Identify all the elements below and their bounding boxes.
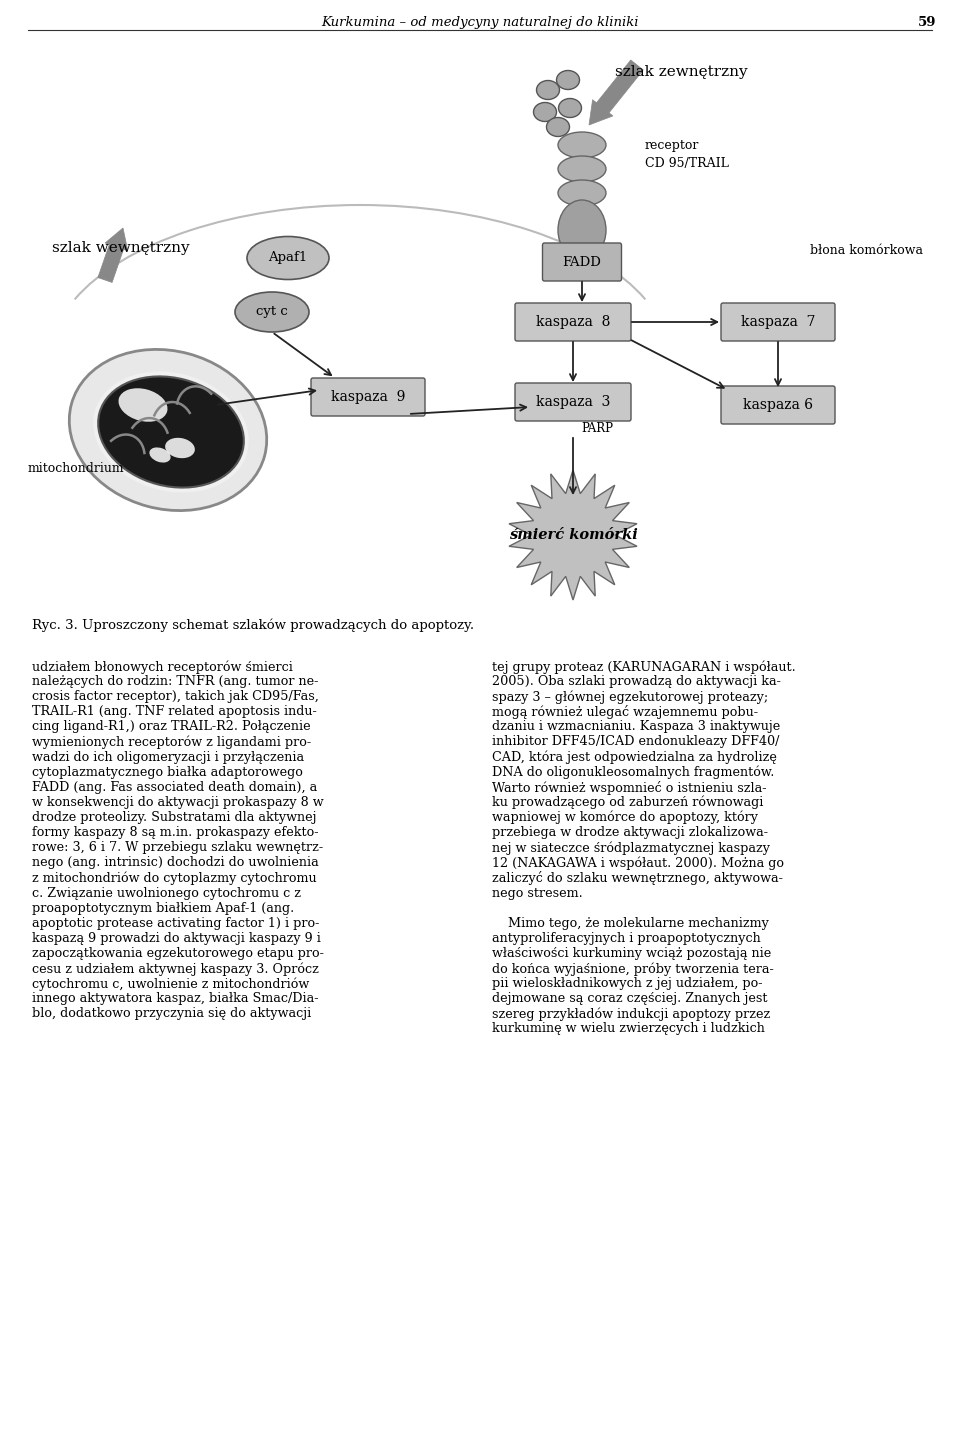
- Text: ku prowadzącego od zaburzeń równowagi: ku prowadzącego od zaburzeń równowagi: [492, 796, 763, 809]
- Text: szlak wewnętrzny: szlak wewnętrzny: [52, 241, 190, 256]
- Text: Ryc. 3. Uproszczony schemat szlaków prowadzących do apoptozy.: Ryc. 3. Uproszczony schemat szlaków prow…: [32, 619, 474, 632]
- Text: zapoczątkowania egzekutorowego etapu pro-: zapoczątkowania egzekutorowego etapu pro…: [32, 947, 324, 960]
- Ellipse shape: [247, 237, 329, 279]
- Text: inhibitor DFF45/ICAD endonukleazy DFF40/: inhibitor DFF45/ICAD endonukleazy DFF40/: [492, 736, 780, 748]
- FancyBboxPatch shape: [721, 303, 835, 341]
- Ellipse shape: [69, 350, 267, 511]
- Text: właściwości kurkuminy wciąż pozostają nie: właściwości kurkuminy wciąż pozostają ni…: [492, 947, 771, 960]
- Text: nego (ang. intrinsic) dochodzi do uwolnienia: nego (ang. intrinsic) dochodzi do uwolni…: [32, 857, 319, 870]
- Ellipse shape: [150, 447, 171, 463]
- Text: tej grupy proteaz (KARUNAGARAN i współaut.: tej grupy proteaz (KARUNAGARAN i współau…: [492, 661, 796, 674]
- Text: kaspazą 9 prowadzi do aktywacji kaspazy 9 i: kaspazą 9 prowadzi do aktywacji kaspazy …: [32, 932, 321, 945]
- Text: antyproliferacyjnych i proapoptotycznych: antyproliferacyjnych i proapoptotycznych: [492, 932, 760, 945]
- Text: do końca wyjaśnione, próby tworzenia tera-: do końca wyjaśnione, próby tworzenia ter…: [492, 963, 774, 976]
- Text: dzaniu i wzmacnianiu. Kaspaza 3 inaktywuje: dzaniu i wzmacnianiu. Kaspaza 3 inaktywu…: [492, 720, 780, 733]
- Text: dejmowane są coraz częściej. Znanych jest: dejmowane są coraz częściej. Znanych jes…: [492, 992, 767, 1005]
- Ellipse shape: [534, 103, 557, 122]
- Text: kaspaza  8: kaspaza 8: [536, 315, 611, 330]
- Text: szlak zewnętrzny: szlak zewnętrzny: [615, 65, 748, 78]
- Text: FADD (ang. Fas associated death domain), a: FADD (ang. Fas associated death domain),…: [32, 781, 317, 794]
- Text: innego aktywatora kaspaz, białka Smac/Dia-: innego aktywatora kaspaz, białka Smac/Di…: [32, 992, 319, 1005]
- Text: przebiega w drodze aktywacji zlokalizowa-: przebiega w drodze aktywacji zlokalizowa…: [492, 826, 768, 839]
- Text: formy kaspazy 8 są m.in. prokaspazy efekto-: formy kaspazy 8 są m.in. prokaspazy efek…: [32, 826, 319, 839]
- FancyArrow shape: [98, 228, 128, 283]
- FancyBboxPatch shape: [721, 386, 835, 424]
- Text: CAD, która jest odpowiedzialna za hydrolizę: CAD, która jest odpowiedzialna za hydrol…: [492, 751, 777, 764]
- Ellipse shape: [98, 376, 244, 488]
- Text: wapniowej w komórce do apoptozy, który: wapniowej w komórce do apoptozy, który: [492, 812, 758, 825]
- Ellipse shape: [118, 388, 167, 421]
- FancyArrow shape: [589, 60, 643, 125]
- Text: mitochondrium: mitochondrium: [28, 462, 125, 475]
- Text: cing ligand-R1,) oraz TRAIL-R2. Połączenie: cing ligand-R1,) oraz TRAIL-R2. Połączen…: [32, 720, 311, 733]
- Text: cesu z udziałem aktywnej kaspazy 3. Oprócz: cesu z udziałem aktywnej kaspazy 3. Opró…: [32, 963, 319, 976]
- Text: kaspaza  7: kaspaza 7: [741, 315, 815, 330]
- Text: szereg przykładów indukcji apoptozy przez: szereg przykładów indukcji apoptozy prze…: [492, 1008, 770, 1021]
- Text: c. Związanie uwolnionego cytochromu c z: c. Związanie uwolnionego cytochromu c z: [32, 887, 301, 899]
- Text: blo, dodatkowo przyczynia się do aktywacji: blo, dodatkowo przyczynia się do aktywac…: [32, 1008, 311, 1021]
- Text: należących do rodzin: TNFR (ang. tumor ne-: należących do rodzin: TNFR (ang. tumor n…: [32, 675, 319, 688]
- Text: nego stresem.: nego stresem.: [492, 887, 583, 899]
- Text: Mimo tego, że molekularne mechanizmy: Mimo tego, że molekularne mechanizmy: [492, 916, 769, 929]
- FancyBboxPatch shape: [542, 242, 621, 282]
- FancyBboxPatch shape: [515, 383, 631, 421]
- Text: crosis factor receptor), takich jak CD95/Fas,: crosis factor receptor), takich jak CD95…: [32, 690, 319, 703]
- Text: z mitochondriów do cytoplazmy cytochromu: z mitochondriów do cytoplazmy cytochromu: [32, 871, 317, 884]
- Text: pii wieloskładnikowych z jej udziałem, po-: pii wieloskładnikowych z jej udziałem, p…: [492, 977, 762, 990]
- Ellipse shape: [537, 80, 560, 100]
- Text: błona komórkowa: błona komórkowa: [810, 244, 923, 257]
- Text: cytoplazmatycznego białka adaptorowego: cytoplazmatycznego białka adaptorowego: [32, 765, 302, 778]
- Text: zaliczyć do szlaku wewnętrznego, aktywowa-: zaliczyć do szlaku wewnętrznego, aktywow…: [492, 871, 782, 886]
- Ellipse shape: [558, 180, 606, 206]
- Text: kurkuminę w wielu zwierzęcych i ludzkich: kurkuminę w wielu zwierzęcych i ludzkich: [492, 1022, 765, 1035]
- Ellipse shape: [558, 132, 606, 158]
- Text: apoptotic protease activating factor 1) i pro-: apoptotic protease activating factor 1) …: [32, 916, 320, 929]
- Text: cyt c: cyt c: [256, 305, 288, 318]
- Text: receptor
CD 95/TRAIL: receptor CD 95/TRAIL: [645, 139, 729, 170]
- Text: TRAIL-R1 (ang. TNF related apoptosis indu-: TRAIL-R1 (ang. TNF related apoptosis ind…: [32, 706, 317, 719]
- Polygon shape: [509, 470, 637, 600]
- Text: drodze proteolizy. Substratami dla aktywnej: drodze proteolizy. Substratami dla aktyw…: [32, 812, 317, 823]
- Ellipse shape: [546, 118, 569, 136]
- Ellipse shape: [557, 71, 580, 90]
- FancyBboxPatch shape: [311, 378, 425, 417]
- Text: cytochromu c, uwolnienie z mitochondriów: cytochromu c, uwolnienie z mitochondriów: [32, 977, 309, 990]
- Text: kaspaza  3: kaspaza 3: [536, 395, 611, 409]
- Ellipse shape: [558, 200, 606, 260]
- Text: Kurkumina – od medycyny naturalnej do kliniki: Kurkumina – od medycyny naturalnej do kl…: [322, 16, 638, 29]
- Text: proapoptotycznym białkiem Apaf-1 (ang.: proapoptotycznym białkiem Apaf-1 (ang.: [32, 902, 295, 915]
- Text: śmierć komórki: śmierć komórki: [509, 529, 637, 542]
- Text: wymienionych receptorów z ligandami pro-: wymienionych receptorów z ligandami pro-: [32, 736, 311, 749]
- Text: rowe: 3, 6 i 7. W przebiegu szlaku wewnętrz-: rowe: 3, 6 i 7. W przebiegu szlaku wewnę…: [32, 841, 324, 854]
- Text: 12 (NAKAGAWA i współaut. 2000). Można go: 12 (NAKAGAWA i współaut. 2000). Można go: [492, 857, 784, 870]
- Ellipse shape: [558, 155, 606, 182]
- Text: PARP: PARP: [581, 423, 613, 436]
- Text: wadzi do ich oligomeryzacji i przyłączenia: wadzi do ich oligomeryzacji i przyłączen…: [32, 751, 304, 764]
- Text: 2005). Oba szlaki prowadzą do aktywacji ka-: 2005). Oba szlaki prowadzą do aktywacji …: [492, 675, 780, 688]
- Text: Warto również wspomnieć o istnieniu szla-: Warto również wspomnieć o istnieniu szla…: [492, 781, 766, 794]
- Ellipse shape: [165, 439, 195, 459]
- Ellipse shape: [93, 372, 249, 492]
- Text: nej w siateczce śródplazmatycznej kaspazy: nej w siateczce śródplazmatycznej kaspaz…: [492, 841, 770, 855]
- Text: w konsekwencji do aktywacji prokaspazy 8 w: w konsekwencji do aktywacji prokaspazy 8…: [32, 796, 324, 809]
- FancyBboxPatch shape: [515, 303, 631, 341]
- Text: FADD: FADD: [563, 256, 601, 269]
- Text: mogą również ulegać wzajemnemu pobu-: mogą również ulegać wzajemnemu pobu-: [492, 706, 758, 719]
- Text: udziałem błonowych receptorów śmierci: udziałem błonowych receptorów śmierci: [32, 661, 293, 674]
- Text: DNA do oligonukleosomalnych fragmentów.: DNA do oligonukleosomalnych fragmentów.: [492, 765, 775, 780]
- Text: kaspaza 6: kaspaza 6: [743, 398, 813, 412]
- Text: kaspaza  9: kaspaza 9: [331, 391, 405, 404]
- Text: Apaf1: Apaf1: [269, 251, 307, 264]
- Text: spazy 3 – głównej egzekutorowej proteazy;: spazy 3 – głównej egzekutorowej proteazy…: [492, 690, 768, 704]
- Ellipse shape: [235, 292, 309, 333]
- Text: 59: 59: [918, 16, 936, 29]
- Ellipse shape: [559, 99, 582, 118]
